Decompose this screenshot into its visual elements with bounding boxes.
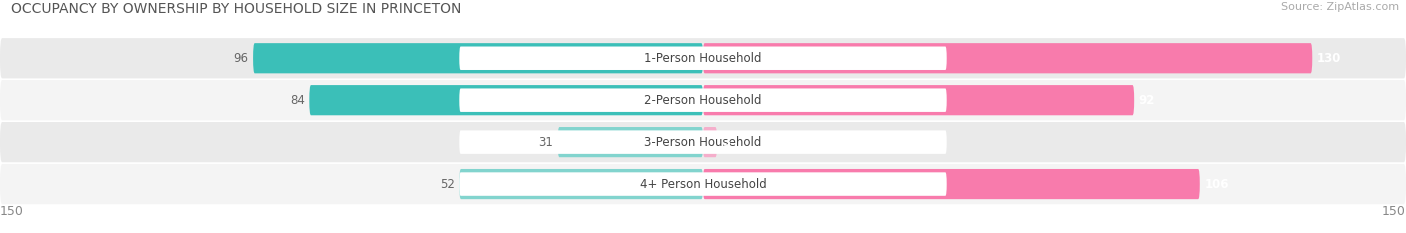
FancyBboxPatch shape [460, 172, 946, 196]
Text: 2-Person Household: 2-Person Household [644, 94, 762, 107]
Text: 31: 31 [538, 136, 553, 149]
FancyBboxPatch shape [0, 38, 1406, 78]
Text: 130: 130 [1317, 52, 1341, 65]
FancyBboxPatch shape [253, 43, 703, 73]
Text: 3-Person Household: 3-Person Household [644, 136, 762, 149]
FancyBboxPatch shape [460, 47, 946, 70]
Text: 150: 150 [1382, 205, 1406, 218]
Text: 150: 150 [0, 205, 24, 218]
FancyBboxPatch shape [309, 85, 703, 115]
FancyBboxPatch shape [460, 89, 946, 112]
FancyBboxPatch shape [703, 169, 1199, 199]
FancyBboxPatch shape [703, 85, 1135, 115]
Text: 1-Person Household: 1-Person Household [644, 52, 762, 65]
Text: 96: 96 [233, 52, 249, 65]
FancyBboxPatch shape [703, 43, 1312, 73]
FancyBboxPatch shape [460, 130, 946, 154]
FancyBboxPatch shape [0, 80, 1406, 120]
FancyBboxPatch shape [703, 127, 717, 157]
Text: 52: 52 [440, 178, 454, 191]
Text: 92: 92 [1139, 94, 1156, 107]
Text: 84: 84 [290, 94, 305, 107]
FancyBboxPatch shape [0, 164, 1406, 204]
Text: 4+ Person Household: 4+ Person Household [640, 178, 766, 191]
Text: 3: 3 [721, 136, 730, 149]
FancyBboxPatch shape [460, 169, 703, 199]
Text: OCCUPANCY BY OWNERSHIP BY HOUSEHOLD SIZE IN PRINCETON: OCCUPANCY BY OWNERSHIP BY HOUSEHOLD SIZE… [11, 2, 461, 16]
Text: 106: 106 [1205, 178, 1229, 191]
FancyBboxPatch shape [558, 127, 703, 157]
FancyBboxPatch shape [0, 122, 1406, 162]
Text: Source: ZipAtlas.com: Source: ZipAtlas.com [1281, 2, 1399, 12]
